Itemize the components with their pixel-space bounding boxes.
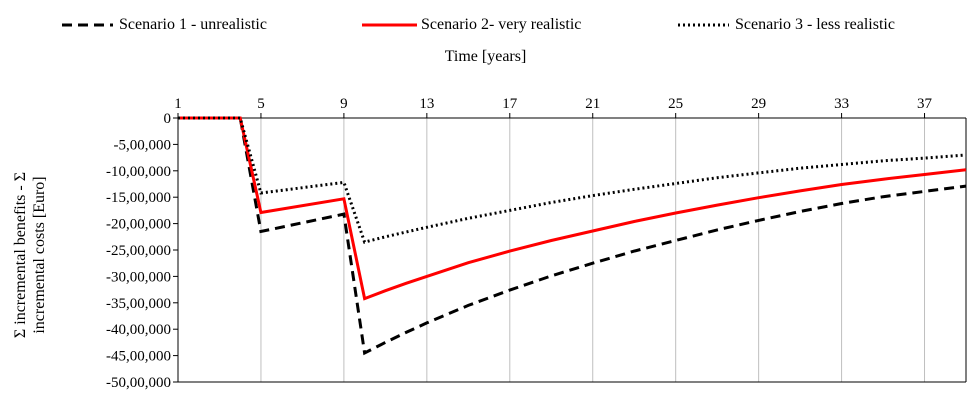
series-line-scenario-1: [178, 116, 967, 356]
legend-swatch-scenario-3: [678, 23, 729, 27]
x-tick-label: 29: [751, 96, 766, 112]
x-tick-label: 5: [257, 96, 265, 112]
x-axis-title: Time [years]: [444, 48, 527, 65]
legend-swatch-scenario-1: [62, 23, 113, 27]
legend-label-scenario-3: Scenario 3 - less realistic: [735, 16, 895, 33]
y-tick-label: -15,00,000: [106, 190, 171, 206]
axes: [173, 113, 967, 383]
y-tick-label: -30,00,000: [106, 269, 171, 285]
x-tick-label: 25: [668, 96, 683, 112]
legend-label-scenario-1: Scenario 1 - unrealistic: [119, 16, 267, 33]
x-tick-label: 13: [419, 96, 434, 112]
y-tick-label: -20,00,000: [106, 217, 171, 233]
y-tick-label: -45,00,000: [106, 349, 171, 365]
y-tick-label: -40,00,000: [106, 322, 171, 338]
y-tick-label: -50,00,000: [106, 375, 171, 391]
series-lines: [178, 116, 967, 356]
tick-labels: 1 5 9 13 17 21 25 29 33 37 0 -5,00,000 -10,00,000 -15…: [106, 96, 933, 391]
y-tick-label: -10,00,000: [106, 164, 171, 180]
legend-swatch-scenario-2: [362, 23, 417, 27]
x-tick-label: 37: [917, 96, 933, 112]
y-tick-label: -5,00,000: [114, 137, 172, 153]
y-tick-label: -35,00,000: [106, 296, 171, 312]
legend-item-scenario-1: Scenario 1 - unrealistic: [60, 12, 267, 38]
legend-item-scenario-2: Scenario 2- very realistic: [362, 12, 581, 38]
x-tick-label: 1: [174, 96, 182, 112]
y-tick-label: -25,00,000: [106, 243, 171, 259]
series-line-scenario-2: [178, 116, 967, 301]
x-tick-label: 17: [502, 96, 518, 112]
legend-item-scenario-3: Scenario 3 - less realistic: [676, 12, 895, 38]
gridlines: [260, 118, 926, 382]
chart-legend: Scenario 1 - unrealistic Scenario 2- ver…: [0, 12, 971, 38]
y-tick-label: 0: [164, 111, 172, 127]
x-tick-label: 9: [340, 96, 348, 112]
legend-label-scenario-2: Scenario 2- very realistic: [421, 16, 582, 33]
series-line-scenario-3: [178, 116, 967, 244]
x-tick-label: 21: [585, 96, 600, 112]
x-tick-label: 33: [834, 96, 849, 112]
